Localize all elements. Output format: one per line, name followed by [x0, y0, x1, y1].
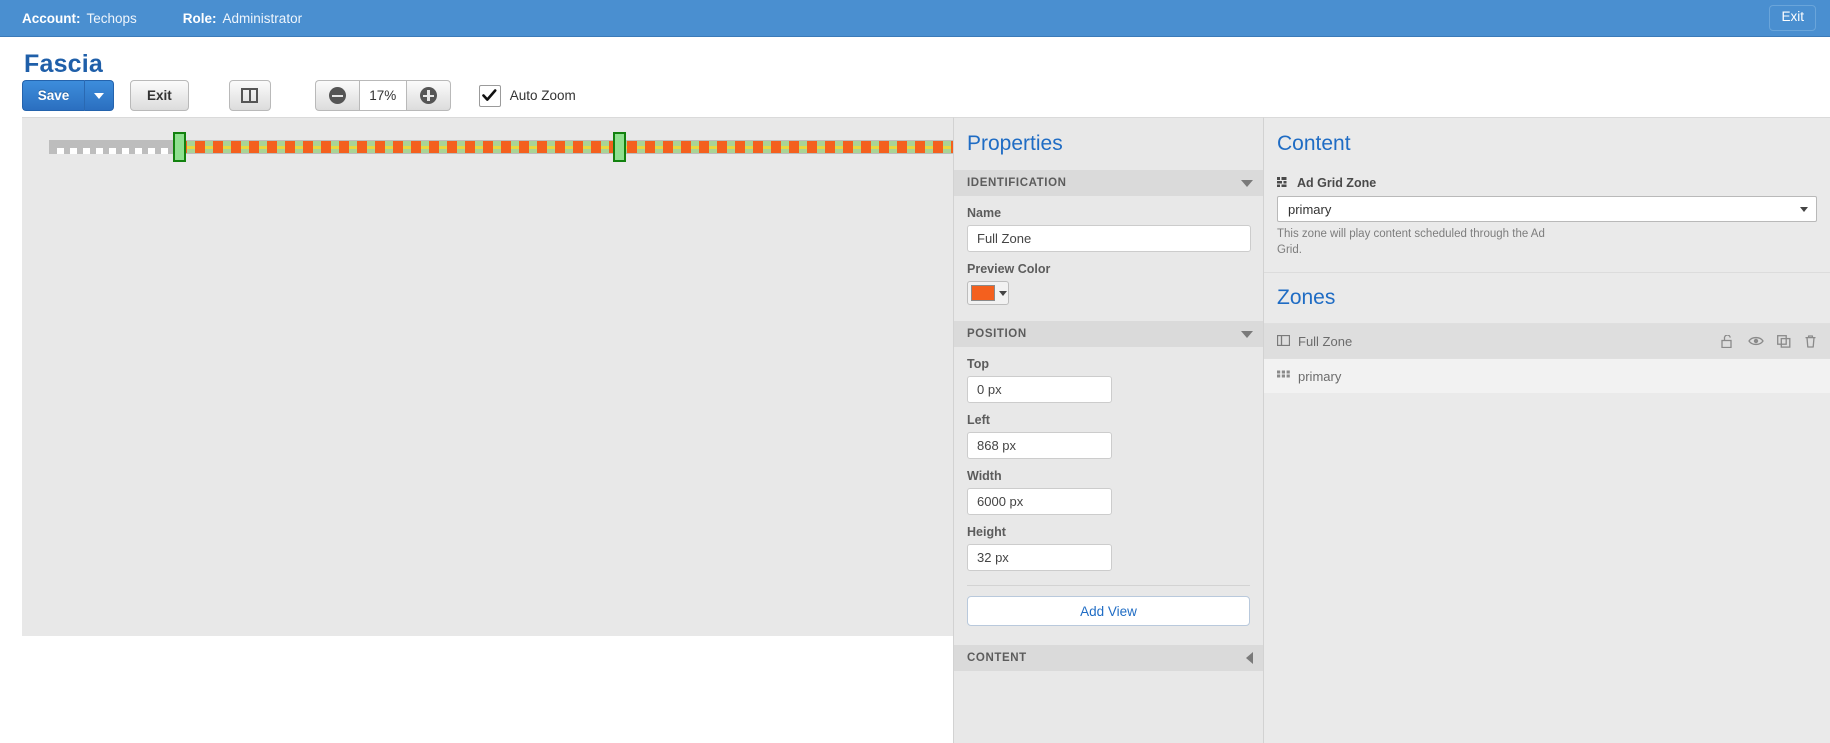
zone-selection-fill[interactable] — [177, 141, 956, 153]
section-identification-label: IDENTIFICATION — [967, 177, 1067, 189]
exit-button[interactable]: Exit — [130, 80, 189, 111]
preview-color-label: Preview Color — [967, 262, 1051, 276]
minus-circle-icon — [328, 87, 346, 104]
properties-panel-title: Properties — [967, 132, 1063, 155]
role-label: Role: — [182, 10, 217, 26]
ad-grid-zone-hint: This zone will play content scheduled th… — [1277, 228, 1545, 256]
zone-resize-handle-left[interactable] — [173, 132, 186, 162]
account-value: Techops — [86, 10, 137, 26]
ad-grid-zone-select[interactable]: primary — [1277, 196, 1817, 222]
section-position-label: POSITION — [967, 328, 1027, 340]
add-view-button[interactable]: Add View — [967, 596, 1250, 626]
ad-grid-zone-label: Ad Grid Zone — [1297, 176, 1377, 190]
content-divider — [1264, 272, 1830, 274]
trash-icon — [1805, 334, 1816, 348]
zone-ruler-dashes — [57, 148, 175, 154]
role-info: Role: Administrator — [183, 11, 302, 26]
auto-zoom-checkbox[interactable] — [478, 84, 501, 107]
ad-grid-icon — [1277, 176, 1290, 190]
height-input[interactable]: 32 px — [967, 544, 1112, 571]
auto-zoom-label: Auto Zoom — [509, 88, 576, 103]
identification-body: Name Full Zone Preview Color — [954, 206, 1263, 321]
section-identification[interactable]: IDENTIFICATION — [954, 170, 1263, 196]
plus-circle-icon — [419, 87, 437, 104]
width-input[interactable]: 6000 px — [967, 488, 1112, 515]
split-layout-icon — [241, 88, 259, 103]
zoom-in-button[interactable] — [406, 80, 451, 111]
grid-icon — [1277, 369, 1290, 384]
zone-icon — [1276, 334, 1291, 349]
position-divider — [967, 585, 1250, 586]
height-label: Height — [967, 525, 1006, 539]
zones-title: Zones — [1277, 286, 1336, 310]
account-bar: Account: Techops Role: Administrator Exi… — [0, 0, 1830, 37]
save-button-group: Save — [22, 80, 114, 111]
check-icon — [482, 89, 497, 101]
chevron-left-icon — [1246, 652, 1253, 664]
zone-resize-handle-right[interactable] — [613, 132, 626, 162]
zoom-out-button[interactable] — [314, 80, 359, 111]
name-label: Name — [967, 206, 1002, 220]
content-panel-title: Content — [1277, 132, 1351, 155]
role-value: Administrator — [222, 10, 303, 26]
page-title: Fascia — [24, 50, 104, 78]
unlock-icon — [1721, 334, 1732, 348]
left-label: Left — [967, 413, 990, 427]
width-label: Width — [967, 469, 1002, 483]
duplicate-icon — [1777, 334, 1791, 348]
properties-panel: Properties IDENTIFICATION Name Full Zone… — [953, 117, 1263, 743]
toolbar: Save Exit 17% Auto Zoom — [22, 80, 576, 111]
zone-list-item-primary[interactable]: primary — [1264, 358, 1830, 394]
ad-grid-zone-value: primary — [1288, 201, 1332, 217]
zone-actions — [1721, 334, 1817, 348]
save-dropdown-button[interactable] — [84, 80, 114, 111]
section-content[interactable]: CONTENT — [954, 645, 1263, 671]
design-canvas[interactable] — [22, 117, 956, 636]
save-button[interactable]: Save — [22, 80, 84, 111]
account-exit-button[interactable]: Exit — [1769, 5, 1816, 31]
zone-name: Full Zone — [1298, 333, 1353, 349]
section-content-label: CONTENT — [967, 652, 1027, 664]
color-swatch — [971, 285, 995, 301]
chevron-down-icon — [999, 290, 1007, 296]
chevron-down-icon — [94, 92, 104, 99]
account-label: Account: — [22, 10, 81, 26]
top-input[interactable]: 0 px — [967, 376, 1112, 403]
zoom-level-input[interactable]: 17% — [358, 80, 407, 111]
eye-icon — [1748, 336, 1764, 346]
top-label: Top — [967, 357, 989, 371]
preview-color-picker[interactable] — [967, 281, 1009, 305]
name-input[interactable]: Full Zone — [967, 225, 1251, 252]
zone-list-item-full-zone[interactable]: Full Zone — [1264, 323, 1830, 359]
ad-grid-zone-row: Ad Grid Zone — [1264, 176, 1830, 190]
position-body: Top 0 px Left 868 px Width 6000 px Heigh… — [954, 357, 1263, 630]
left-input[interactable]: 868 px — [967, 432, 1112, 459]
content-panel: Content Ad Grid Zone primary This zone w… — [1263, 117, 1830, 743]
chevron-down-icon — [1241, 179, 1253, 187]
account-info: Account: Techops — [22, 11, 137, 26]
split-layout-button[interactable] — [228, 80, 271, 111]
zone-bar[interactable] — [49, 132, 956, 162]
auto-zoom-control: Auto Zoom — [478, 84, 576, 107]
zone-name: primary — [1298, 368, 1342, 384]
zoom-controls: 17% — [314, 80, 451, 111]
chevron-down-icon — [1241, 330, 1253, 338]
chevron-down-icon — [1800, 206, 1808, 212]
section-position[interactable]: POSITION — [954, 321, 1263, 347]
